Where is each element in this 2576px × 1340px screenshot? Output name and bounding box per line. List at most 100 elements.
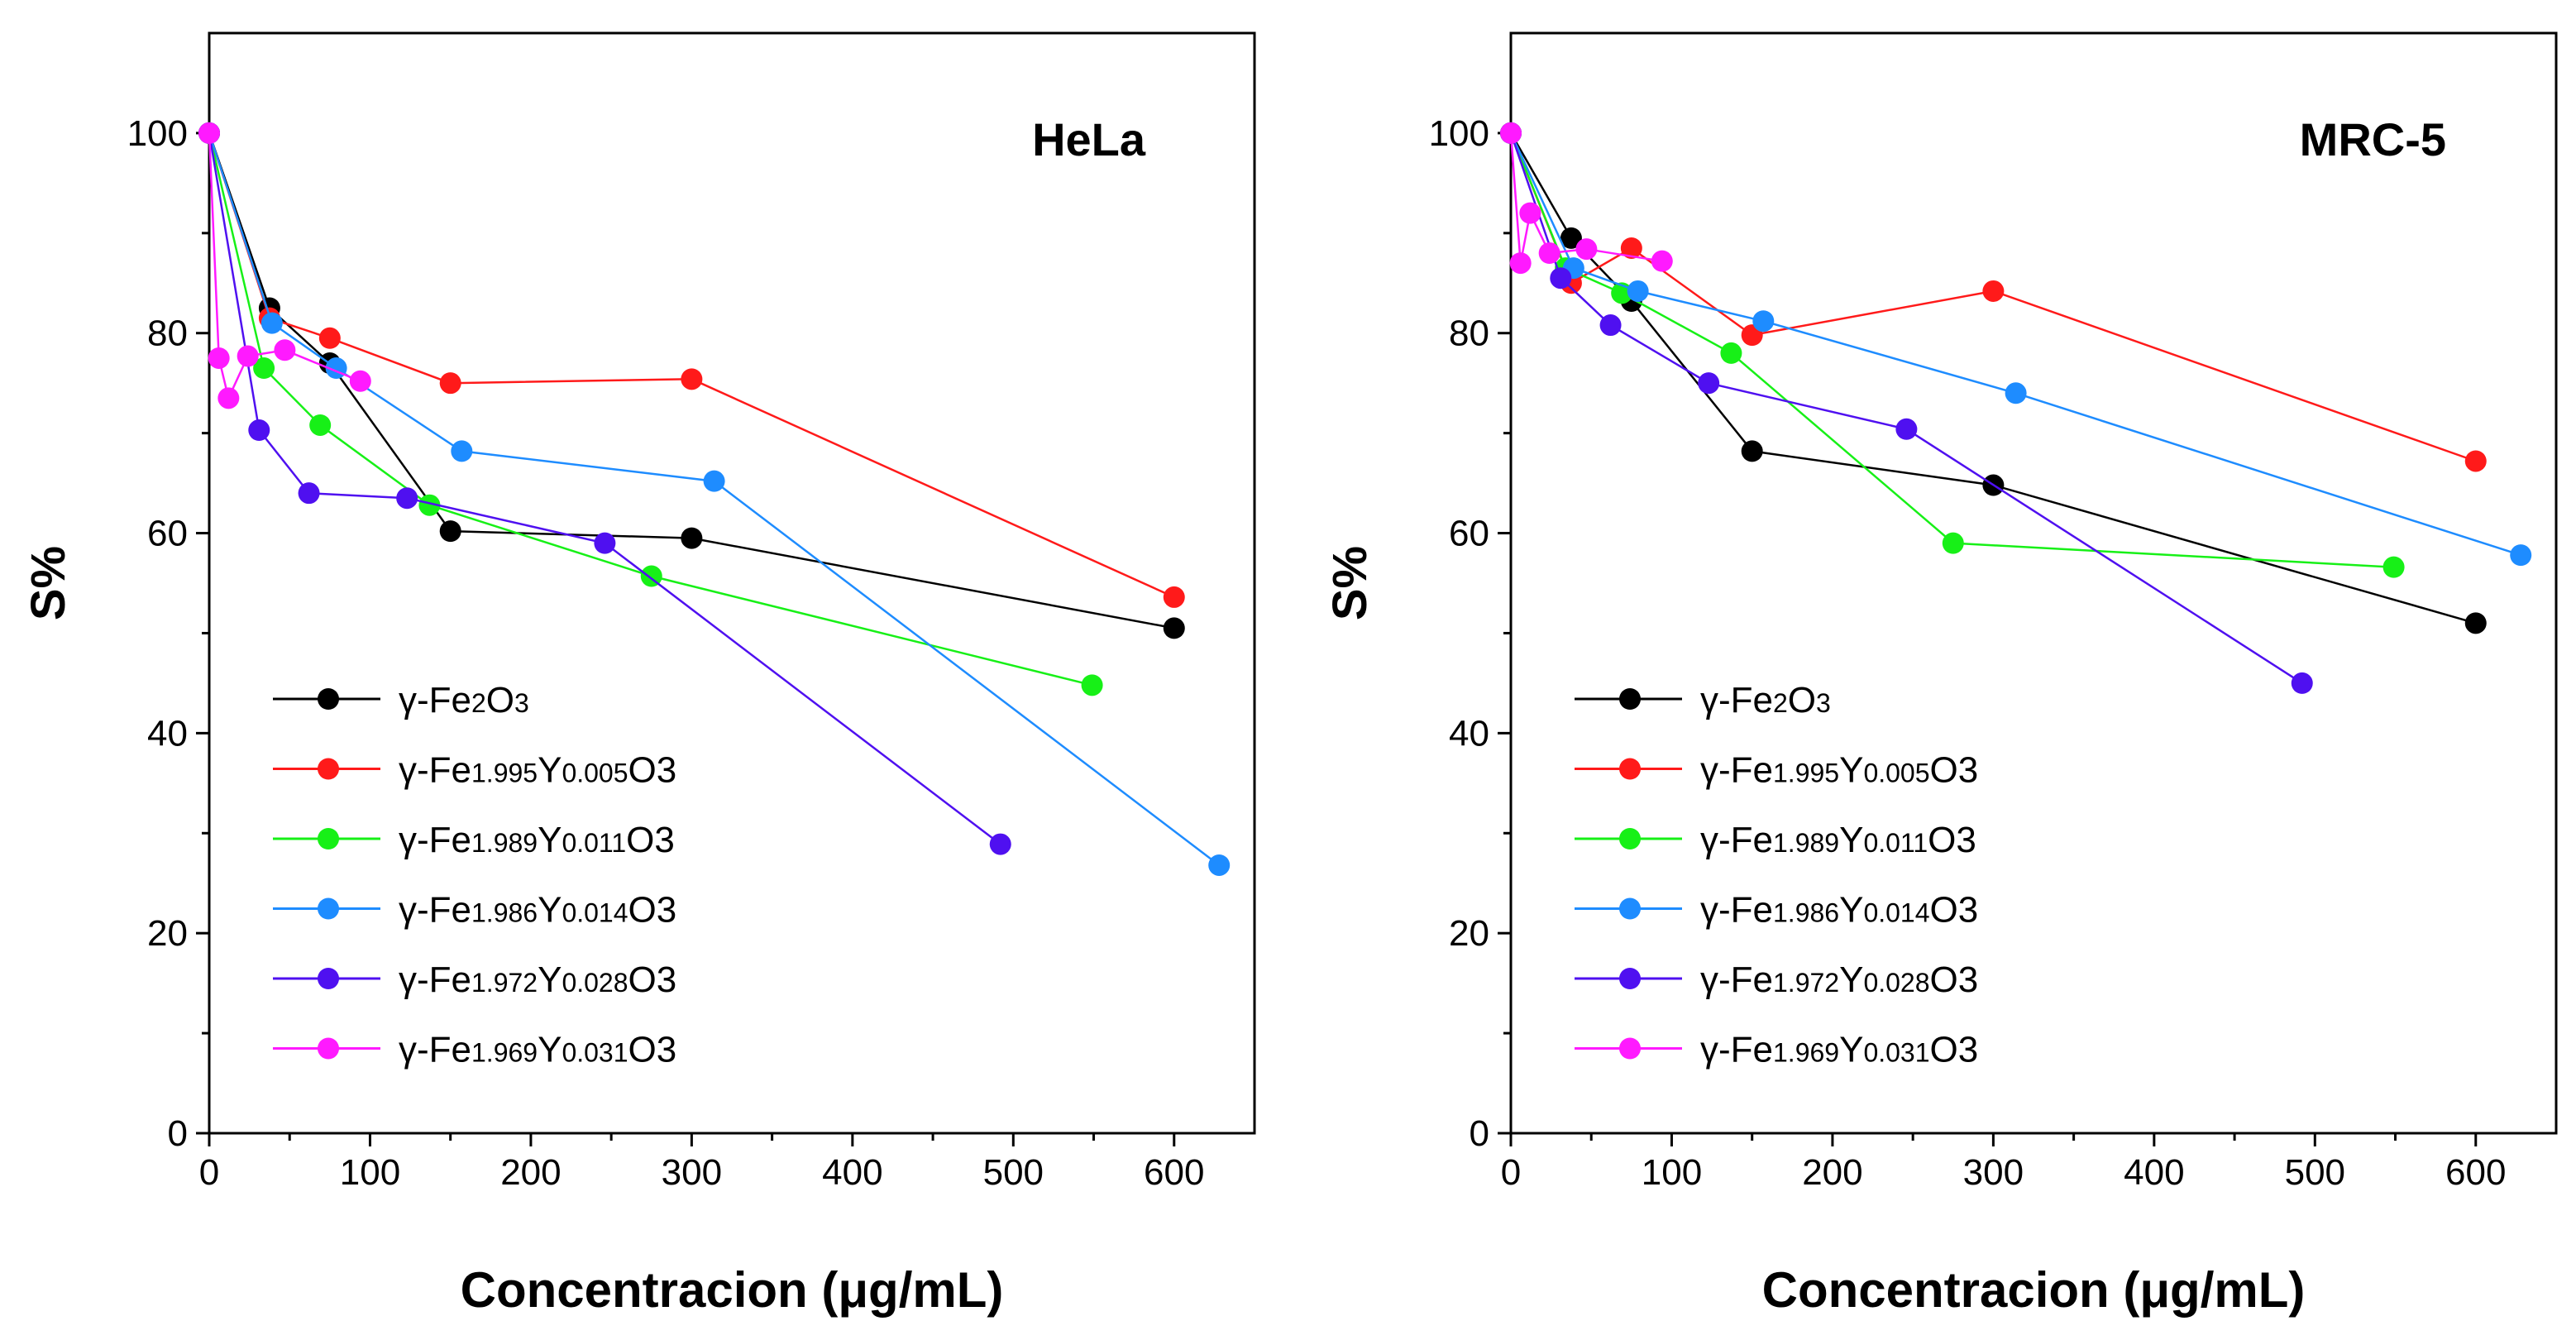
series-line [208,132,1092,687]
y-tick-label: 0 [1470,1113,1489,1154]
legend-subscript: 0.031 [562,1038,628,1068]
legend-text: Y [1839,960,1863,1000]
legend-item: γ-Fe1.995Y0.005O3 [1575,750,1978,791]
data-point [2291,672,2313,694]
y-tick-label: 80 [147,313,188,354]
legend-text: γ-Fe [1700,890,1773,931]
chart-panel-mrc5: 0 100 200 300 400 500 600 0 20 40 60 80 100 S% Concent… [1323,31,2558,1318]
chart-panel-hela: 0 100 200 300 400 500 600 0 20 40 60 80 100 S% Concent… [22,31,1256,1318]
data-point [248,419,270,442]
x-tick-label: 100 [1642,1152,1702,1193]
data-point [1081,674,1103,696]
legend-text: Y [538,750,562,791]
data-point [208,347,230,369]
y-tick-label: 100 [127,113,188,154]
data-point [1163,617,1185,639]
plot-frame [208,31,1256,1135]
legend-text: γ-Fe [1700,960,1773,1000]
data-point [1208,854,1231,876]
series-line [1509,132,2303,684]
x-tick-label: 600 [2445,1152,2506,1193]
legend-subscript: 2 [1773,688,1788,718]
legend-text: O3 [628,1030,677,1070]
legend-text: O3 [628,890,677,931]
legend-text: γ-Fe [1700,1030,1773,1070]
legend-subscript: 0.028 [562,968,628,998]
data-point [1651,250,1673,272]
y-tick-label: 60 [147,514,188,554]
x-tick-label: 200 [500,1152,561,1193]
y-tick-label: 40 [147,713,188,754]
legend-text: Y [538,890,562,931]
data-point [439,520,461,543]
series-4 [198,122,1011,855]
legend-label: γ-Fe1.995Y0.005O3 [399,750,676,791]
legend-text: Y [1839,750,1863,791]
series-line [1509,132,2477,625]
legend-text: O3 [1930,890,1979,931]
data-point [274,339,296,361]
legend-subscript: 2 [471,688,486,718]
data-point [594,532,616,554]
series-5 [198,122,371,409]
y-tick-label: 40 [1449,713,1489,754]
series-0 [1500,122,2487,634]
data-point [1752,310,1775,333]
legend-text: O3 [1930,960,1979,1000]
legend-text: γ-Fe [399,890,471,931]
x-axis-label: Concentracion (μg/mL) [1762,1262,2306,1318]
legend-subscript: 1.995 [471,759,538,788]
legend-item: γ-Fe1.989Y0.011O3 [273,820,675,860]
legend-marker [318,968,339,989]
data-point [1509,252,1532,275]
data-point [439,372,461,395]
data-point [1698,372,1720,395]
legend-text: Y [1839,820,1863,860]
data-point [418,494,441,516]
legend-text: γ-Fe [1700,820,1773,860]
legend-text: γ-Fe [1700,680,1773,720]
legend-text: O3 [1930,750,1979,791]
legend-item: γ-Fe1.972Y0.028O3 [1575,960,1978,1000]
data-point [2510,544,2532,567]
data-point [681,527,703,549]
data-point [309,414,332,436]
legend-text: O3 [626,820,675,860]
x-tick-label: 500 [983,1152,1044,1193]
series-2 [1500,122,2405,578]
x-tick-label: 600 [1144,1152,1204,1193]
legend: γ-Fe2O3γ-Fe1.995Y0.005O3γ-Fe1.989Y0.011O… [1575,680,1978,1070]
data-point [1620,237,1642,259]
legend-subscript: 1.969 [1773,1038,1839,1068]
x-axis-label: Concentracion (μg/mL) [461,1262,1004,1318]
legend-subscript: 1.969 [471,1038,538,1068]
legend-item: γ-Fe1.986Y0.014O3 [1575,890,1978,931]
data-point [298,482,320,505]
legend-label: γ-Fe1.995Y0.005O3 [1700,750,1978,791]
legend-marker [1619,828,1641,849]
data-point [318,327,341,349]
legend-item: γ-Fe2O3 [1575,680,1831,720]
x-tick-label: 400 [822,1152,882,1193]
legend-text: O3 [1930,1030,1979,1070]
data-point [217,387,240,409]
y-tick-label: 20 [147,913,188,954]
legend-text: O3 [628,960,677,1000]
data-point [1575,238,1598,261]
legend-text: γ-Fe [399,750,471,791]
chart-title: MRC-5 [2300,113,2446,165]
series-line [208,132,1175,629]
data-point [1741,440,1763,462]
series-5 [1500,122,1673,275]
legend-text: O3 [628,750,677,791]
legend-subscript: 0.011 [1863,828,1928,858]
legend-subscript: 3 [1816,688,1831,718]
legend-marker [1619,758,1641,780]
legend-subscript: 0.031 [1863,1038,1929,1068]
data-point [2005,382,2027,404]
legend-label: γ-Fe1.989Y0.011O3 [1700,820,1976,860]
legend-text: O [486,680,514,720]
legend-text: Y [538,960,562,1000]
x-tick-label: 0 [199,1152,219,1193]
y-tick-label: 60 [1449,514,1489,554]
